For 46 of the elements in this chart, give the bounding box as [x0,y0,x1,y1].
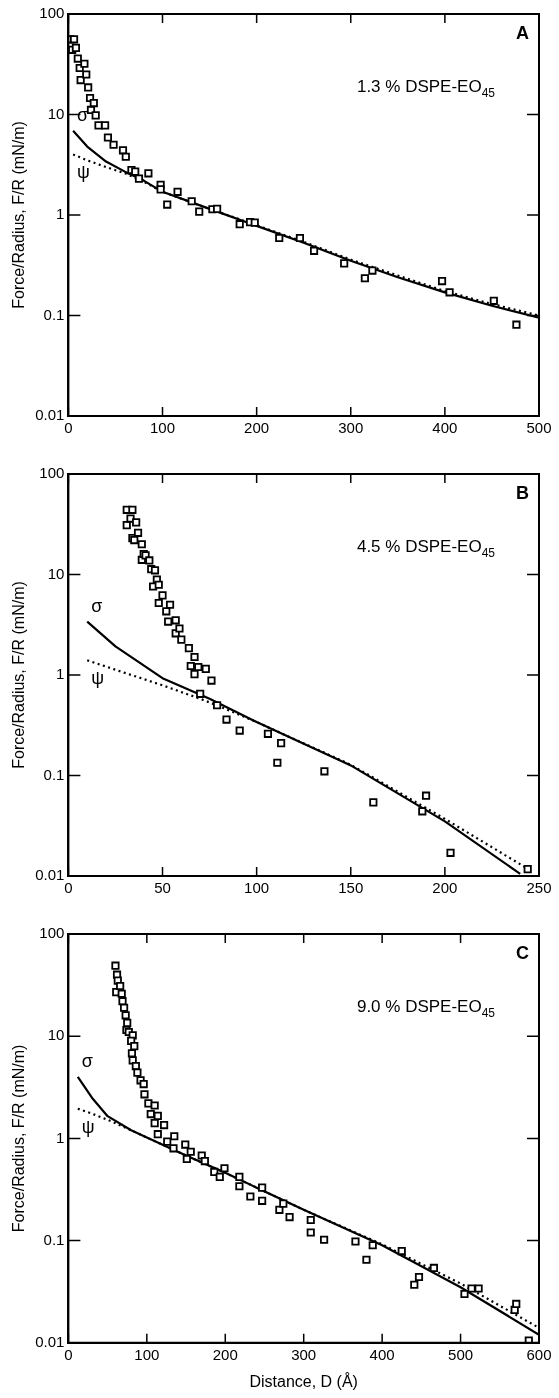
y-axis-title: Force/Radius, F/R (mN/m) [10,581,28,769]
y-tick-label: 0.01 [35,866,65,884]
x-tick-label: 0 [64,879,73,897]
x-axis-title: Distance, D (Å) [249,1371,358,1390]
y-tick-label: 100 [39,4,65,22]
text: B [516,483,529,503]
text: A [516,23,529,43]
x-tick-label: 0 [64,1345,73,1363]
y-tick-label: 0.1 [43,1230,65,1248]
x-tick-label: 200 [212,1345,238,1363]
y-tick-label: 1 [56,665,65,683]
series-label: ψ [81,1116,95,1137]
y-tick-label: 0.01 [35,1332,65,1350]
x-tick-label: 500 [526,419,552,437]
y-tick-label: 1 [56,1128,65,1146]
x-tick-label: 300 [338,419,364,437]
series-label: ψ [77,162,90,183]
y-tick-label: 100 [39,924,65,942]
y-tick-label: 100 [39,464,65,482]
series-label: σ [81,1050,93,1071]
x-tick-label: 300 [291,1345,317,1363]
y-tick-label: 0.1 [43,765,65,783]
x-tick-label: 200 [244,419,270,437]
x-tick-label: 100 [150,419,176,437]
y-tick-label: 10 [47,564,65,582]
series-label: ψ [91,668,105,689]
x-tick-label: 500 [448,1345,474,1363]
text: C [516,943,529,963]
x-tick-label: 200 [432,879,458,897]
x-tick-label: 100 [244,879,270,897]
x-tick-label: 50 [154,879,171,897]
x-tick-label: 250 [526,879,552,897]
x-tick-label: 0 [64,419,73,437]
y-tick-label: 10 [47,104,65,122]
y-axis-title: Force/Radius, F/R (mN/m) [10,1044,28,1233]
y-tick-label: 0.1 [43,305,65,323]
x-tick-label: 600 [526,1345,552,1363]
series-label: σ [91,595,103,616]
y-tick-label: 10 [47,1026,65,1044]
y-axis-title: Force/Radius, F/R (mN/m) [10,121,28,309]
x-tick-label: 100 [134,1345,160,1363]
x-tick-label: 400 [432,419,458,437]
x-tick-label: 150 [338,879,364,897]
x-tick-label: 400 [369,1345,395,1363]
y-tick-label: 1 [56,205,65,223]
y-tick-label: 0.01 [35,406,65,424]
